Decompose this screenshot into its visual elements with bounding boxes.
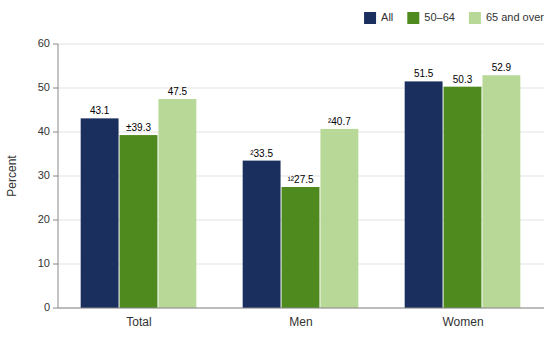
page: {"chart_data": {"type": "bar", "categori…	[0, 0, 560, 342]
tick-label: 50	[38, 81, 50, 93]
tick-mark	[53, 220, 58, 221]
legend-swatch	[469, 12, 481, 24]
axis-line	[58, 308, 544, 309]
tick-label: 0	[44, 301, 50, 313]
bar	[81, 118, 119, 308]
grid-line	[58, 44, 544, 45]
bars	[81, 75, 521, 308]
data-label: 51.5	[414, 68, 434, 79]
chart: 0 10 20 30 40 50 60 Percent 43.1 ²33.5 51.5 ±39.3 ¹²…	[0, 0, 560, 342]
category-label: Total	[126, 315, 151, 329]
axis-line	[58, 44, 59, 308]
data-label: ²33.5	[250, 148, 273, 159]
tick-label: 20	[38, 213, 50, 225]
x-axis: Total Men Women	[126, 315, 483, 329]
legend-label: 65 and over	[486, 11, 544, 23]
tick-mark	[53, 88, 58, 89]
data-labels: 43.1 ²33.5 51.5 ±39.3 ¹²27.5 50.3 47.5 ²40.7 52.…	[90, 62, 512, 185]
bar	[120, 135, 158, 308]
tick-label: 40	[38, 125, 50, 137]
tick-mark	[53, 44, 58, 45]
category-label: Men	[289, 315, 312, 329]
legend: All 50–64 65 and over	[364, 11, 544, 24]
tick-mark	[53, 176, 58, 177]
legend-label: 50–64	[424, 11, 455, 23]
bar	[405, 81, 443, 308]
bar	[282, 187, 320, 308]
bar	[320, 129, 358, 308]
legend-label: All	[381, 11, 393, 23]
axis-title: Percent	[5, 155, 19, 197]
category-label: Women	[442, 315, 483, 329]
tick-label: 60	[38, 37, 50, 49]
data-label: ±39.3	[126, 122, 151, 133]
tick-mark	[53, 308, 58, 309]
data-label: ²40.7	[328, 116, 351, 127]
legend-swatch	[407, 12, 419, 24]
tick-label: 30	[38, 169, 50, 181]
tick-label: 10	[38, 257, 50, 269]
bar	[158, 99, 196, 308]
legend-swatch	[364, 12, 376, 24]
tick-mark	[53, 264, 58, 265]
data-label: 52.9	[492, 62, 512, 73]
bar	[482, 75, 520, 308]
data-label: 43.1	[90, 105, 110, 116]
tick-mark	[53, 132, 58, 133]
data-label: 50.3	[453, 74, 473, 85]
data-label: ¹²27.5	[287, 174, 314, 185]
bar	[444, 87, 482, 308]
grid-line	[58, 308, 544, 309]
data-label: 47.5	[168, 86, 188, 97]
bar	[243, 161, 281, 308]
y-axis: 0 10 20 30 40 50 60	[38, 37, 544, 313]
